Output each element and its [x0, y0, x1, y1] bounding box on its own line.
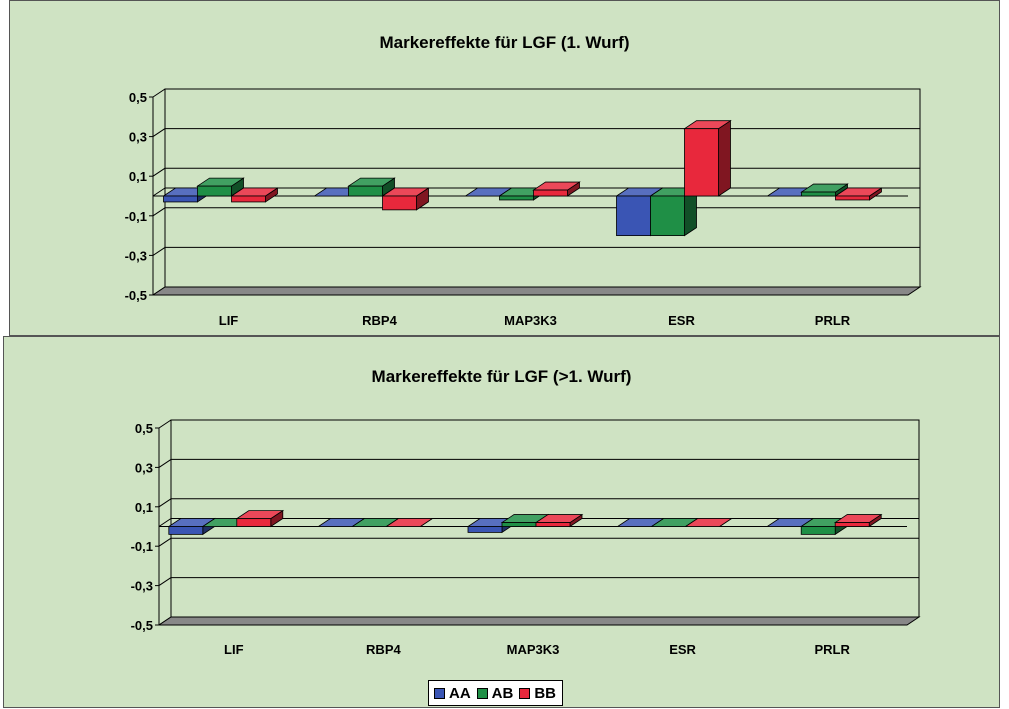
gridline-diagonal	[152, 128, 166, 138]
x-tick-label: PRLR	[815, 313, 851, 328]
bar-bb-prlr	[833, 513, 883, 528]
bar-bb-prlr	[834, 187, 883, 201]
y-tick-label: -0,5	[125, 288, 147, 303]
x-tick-label: MAP3K3	[507, 642, 560, 657]
bar-chart-later-litters: 0,5 0,3 0,1 -0,1 -0,3 -0,5 LIF RBP4 MAP3K3 ESR PRL…	[131, 419, 921, 657]
bar-front	[650, 195, 685, 236]
y-tick-label: -0,3	[131, 579, 153, 594]
bar-front	[163, 195, 198, 203]
legend-swatch-aa	[434, 687, 445, 699]
y-tick-label: 0,1	[129, 169, 147, 184]
legend-swatch-ab	[476, 687, 488, 699]
bar-front	[231, 195, 266, 203]
bar-front	[236, 518, 272, 527]
gridline-diagonal	[152, 167, 166, 177]
bar-front	[834, 522, 870, 527]
x-tick-label: PRLR	[815, 642, 851, 657]
legend-label-ab: AB	[491, 684, 514, 702]
gridline-diagonal	[158, 458, 172, 468]
y-tick-label: -0,1	[131, 539, 153, 554]
x-tick-label: RBP4	[362, 313, 397, 328]
bar-ab-prlr	[800, 183, 849, 197]
y-tick-label: -0,3	[125, 248, 147, 263]
chart-panel-first-litter: Markereffekte für LGF (1. Wurf) 0,5 0,3 0,…	[9, 0, 1000, 336]
bar-front	[467, 526, 503, 533]
x-tick-label: MAP3K3	[504, 313, 557, 328]
legend-item-bb: BB	[519, 685, 556, 702]
bar-top	[684, 518, 733, 527]
y-tick-label: 0,5	[129, 90, 147, 105]
x-tick-label: RBP4	[366, 642, 401, 657]
legend-label-aa: AA	[449, 684, 471, 702]
bar-side	[718, 119, 731, 197]
y-tick-label: 0,5	[135, 421, 153, 436]
bar-ab-lif	[196, 177, 245, 197]
bar-top	[385, 518, 434, 527]
y-tick-label: -0,1	[125, 209, 147, 224]
chart-legend: AA AB BB	[428, 680, 564, 706]
bar-bb-rbp4	[381, 187, 430, 211]
bar-bb-lif	[230, 187, 279, 203]
x-tick-label: ESR	[669, 642, 696, 657]
bar-front	[616, 195, 651, 236]
gridline-diagonal	[158, 419, 172, 429]
bar-front	[801, 191, 836, 197]
bar-front	[168, 526, 204, 535]
zero-line-diagonal	[152, 187, 166, 197]
gridline-diagonal	[158, 537, 172, 547]
bar-front	[501, 522, 537, 527]
gridline-diagonal	[152, 246, 166, 256]
y-tick-label: 0,3	[135, 460, 153, 475]
plot-floor	[151, 286, 922, 296]
x-tick-label: LIF	[224, 642, 244, 657]
gridline-diagonal	[158, 498, 172, 508]
bar-bb-esr	[683, 119, 732, 197]
y-tick-label: -0,5	[131, 618, 153, 633]
legend-item-ab: AB	[476, 684, 514, 702]
bar-bb-map3k3	[532, 181, 581, 197]
bar-ab-rbp4	[347, 177, 396, 197]
x-tick-label: ESR	[668, 313, 695, 328]
gridline-diagonal	[158, 577, 172, 587]
gridline-diagonal	[152, 88, 166, 98]
x-tick-label: LIF	[219, 313, 239, 328]
zero-line-diagonal	[158, 518, 172, 527]
bar-ab-esr	[649, 187, 698, 237]
bar-bb-rbp4	[385, 518, 434, 527]
bar-front	[382, 195, 417, 211]
bar-front	[197, 185, 232, 197]
bar-bb-esr	[684, 518, 733, 527]
bar-front	[535, 522, 571, 527]
legend-swatch-bb	[519, 687, 531, 699]
legend-label-bb: BB	[534, 684, 557, 702]
bar-front	[835, 195, 870, 201]
bar-front	[533, 189, 568, 197]
bar-front	[499, 195, 534, 201]
y-tick-label: 0,3	[129, 130, 147, 145]
bar-front	[348, 185, 383, 197]
bar-chart-first-litter: 0,5 0,3 0,1 -0,1 -0,3 -0,5 LIF RBP4 MAP3K3 ESR PRL…	[125, 88, 922, 328]
bar-front	[684, 128, 719, 197]
chart-title: Markereffekte für LGF (1. Wurf)	[379, 33, 630, 52]
bar-bb-lif	[235, 509, 285, 528]
y-tick-label: 0,1	[135, 500, 153, 515]
chart-panel-later-litters: Markereffekte für LGF (>1. Wurf) 0,5 0,3 0…	[3, 336, 1000, 708]
plot-floor	[157, 616, 921, 626]
chart-title: Markereffekte für LGF (>1. Wurf)	[371, 367, 632, 386]
bar-front	[800, 526, 836, 535]
gridline-diagonal	[152, 207, 166, 217]
legend-item-aa: AA	[434, 685, 471, 702]
bar-bb-map3k3	[534, 513, 584, 528]
